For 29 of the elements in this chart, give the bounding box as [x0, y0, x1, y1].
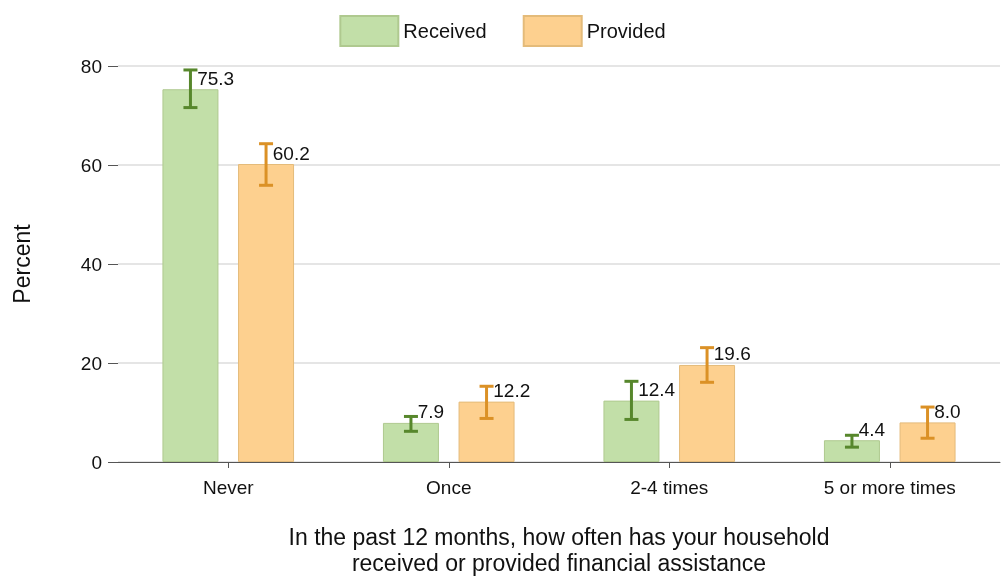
- data-label: 8.0: [934, 400, 961, 422]
- y-tick-label: 40: [80, 253, 102, 275]
- x-tick-label: 5 or more times: [823, 477, 956, 498]
- data-label: 75.3: [197, 67, 235, 89]
- y-tick-label: 60: [80, 154, 102, 176]
- x-axis-title: In the past 12 months, how often has your household received or provided financial assistance: [288, 524, 830, 576]
- x-tick-label: Never: [202, 477, 255, 498]
- y-tick-label: 80: [80, 55, 102, 77]
- data-label: 60.2: [272, 142, 310, 164]
- bar: [603, 400, 660, 462]
- x-tick-label: Once: [426, 477, 472, 498]
- bar: [162, 89, 219, 462]
- x-tick-label: 2-4 times: [630, 477, 709, 498]
- data-label: 19.6: [713, 343, 751, 365]
- data-label: 4.4: [858, 418, 886, 440]
- legend-label: Provided: [586, 20, 666, 42]
- data-label: 12.4: [638, 379, 676, 401]
- bar: [899, 422, 956, 462]
- bar: [458, 401, 515, 462]
- y-tick-label: 20: [80, 352, 102, 374]
- bar: [382, 422, 439, 462]
- legend-label: Received: [403, 20, 487, 42]
- y-axis-title: Percent: [8, 223, 35, 304]
- bar: [238, 164, 295, 462]
- bar: [823, 440, 880, 462]
- y-tick-label: 0: [91, 451, 102, 473]
- data-label: 7.9: [417, 401, 445, 423]
- bar: [679, 364, 736, 462]
- data-label: 12.2: [493, 380, 531, 402]
